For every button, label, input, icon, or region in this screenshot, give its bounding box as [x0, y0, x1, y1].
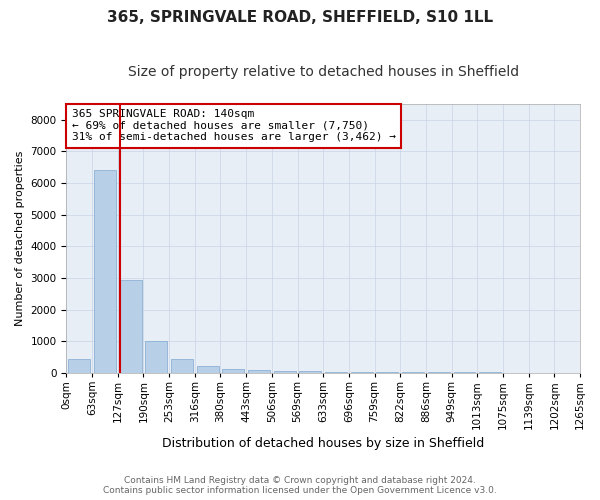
Bar	[274, 371, 296, 373]
Bar	[94, 170, 116, 373]
Bar	[171, 360, 193, 373]
Bar	[299, 371, 321, 373]
Bar	[376, 372, 398, 373]
Text: Contains HM Land Registry data © Crown copyright and database right 2024.
Contai: Contains HM Land Registry data © Crown c…	[103, 476, 497, 495]
Text: 365 SPRINGVALE ROAD: 140sqm
← 69% of detached houses are smaller (7,750)
31% of : 365 SPRINGVALE ROAD: 140sqm ← 69% of det…	[71, 109, 395, 142]
X-axis label: Distribution of detached houses by size in Sheffield: Distribution of detached houses by size …	[162, 437, 484, 450]
Bar	[454, 372, 475, 373]
Bar	[351, 372, 373, 373]
Bar	[145, 342, 167, 373]
Bar	[325, 372, 347, 373]
Bar	[428, 372, 449, 373]
Bar	[223, 368, 244, 373]
Y-axis label: Number of detached properties: Number of detached properties	[15, 150, 25, 326]
Bar	[248, 370, 270, 373]
Bar	[197, 366, 218, 373]
Bar	[402, 372, 424, 373]
Title: Size of property relative to detached houses in Sheffield: Size of property relative to detached ho…	[128, 65, 519, 79]
Bar	[119, 280, 142, 373]
Bar	[68, 360, 90, 373]
Text: 365, SPRINGVALE ROAD, SHEFFIELD, S10 1LL: 365, SPRINGVALE ROAD, SHEFFIELD, S10 1LL	[107, 10, 493, 25]
